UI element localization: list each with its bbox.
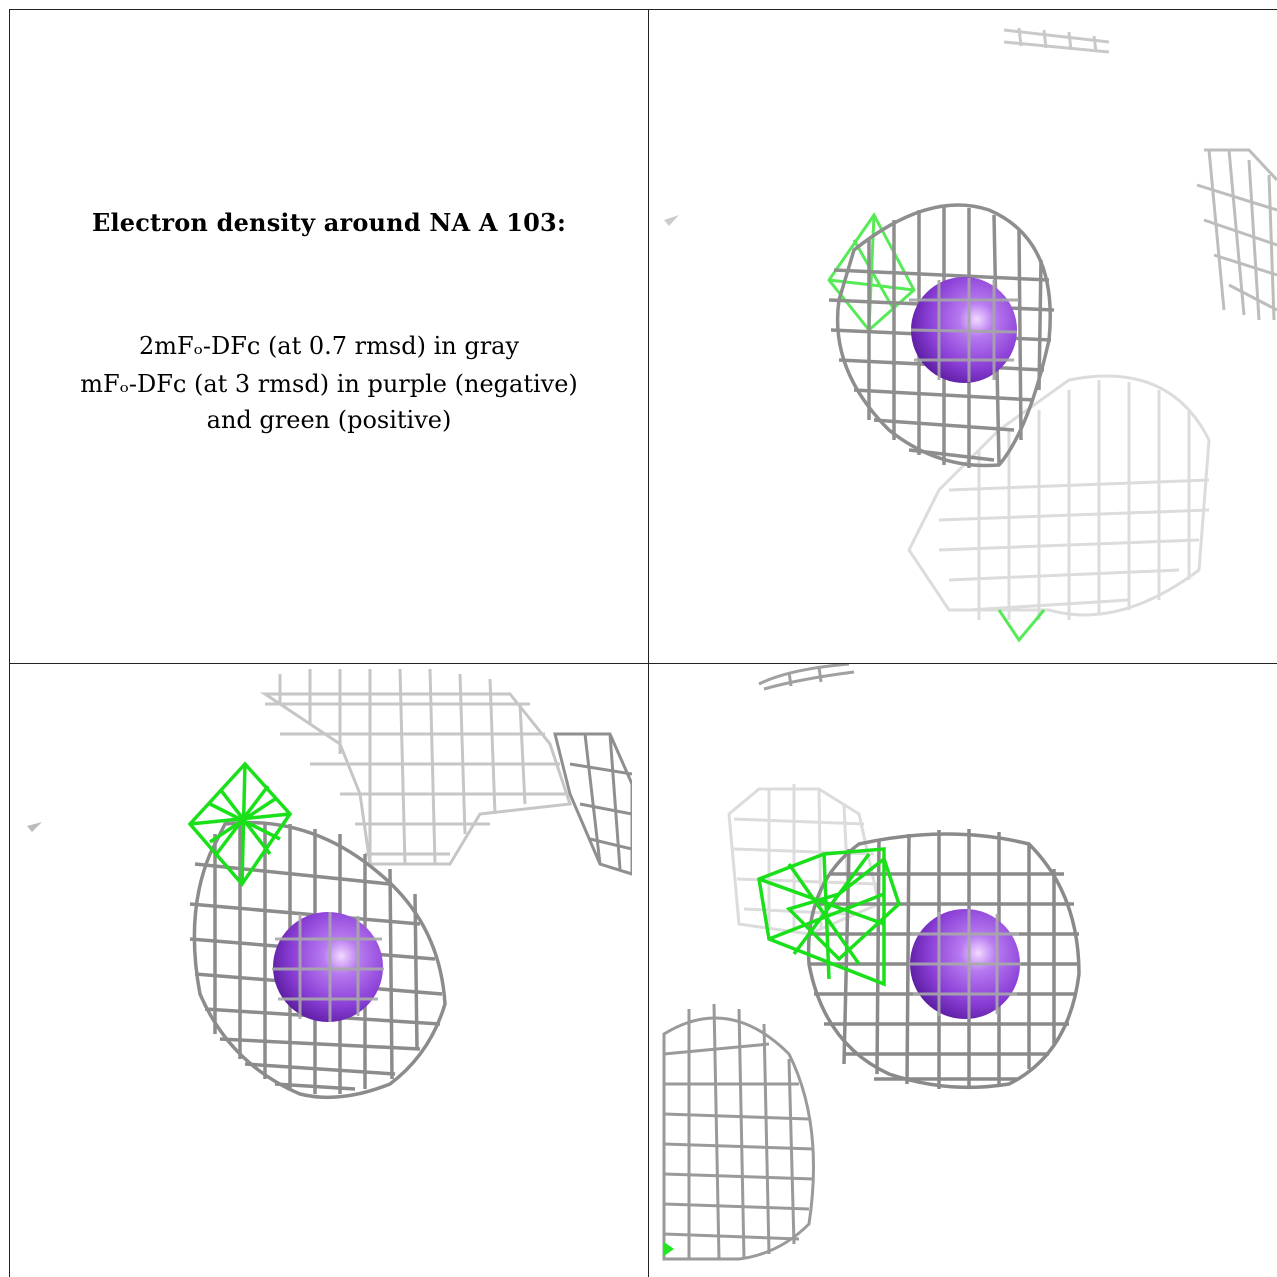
caption-title: Electron density around NA A 103:: [91, 208, 567, 237]
faint-mesh-lower-left: [662, 1003, 815, 1261]
outer-left-rule: [9, 9, 10, 1277]
positive-density-mesh: [187, 761, 293, 887]
faint-mesh-top: [758, 664, 855, 691]
faint-mesh-upper-left: [727, 784, 881, 936]
sodium-ion-sphere: [273, 912, 383, 1022]
caption-line-fofc: mFₒ-DFᴄ (at 3 rmsd) in purple (negative): [80, 370, 578, 398]
positive-density-mesh: [757, 847, 902, 987]
caption-line-2fofc: 2mFₒ-DFᴄ (at 0.7 rmsd) in gray: [138, 332, 520, 360]
clip-marker-icon: [664, 215, 679, 226]
clip-marker-icon: [664, 1242, 674, 1256]
center-horizontal-rule: [9, 663, 1277, 664]
center-vertical-rule: [648, 9, 649, 1277]
faint-mesh-right: [1196, 148, 1277, 321]
density-view-top-right: [649, 10, 1277, 663]
faint-mesh-top: [1003, 27, 1110, 54]
density-view-bottom-right: [649, 664, 1277, 1277]
faint-mesh-lower: [907, 374, 1211, 620]
faint-mesh-right-edge: [553, 732, 632, 876]
clip-marker-icon: [27, 822, 42, 832]
caption-line-colors: and green (positive): [206, 406, 452, 434]
gray-mesh-front: [909, 909, 1021, 1019]
gray-mesh-front: [909, 278, 1019, 382]
faint-mesh-upper: [260, 668, 573, 866]
gray-mesh-front: [272, 912, 384, 1022]
caption-panel: Electron density around NA A 103: 2mFₒ-D…: [10, 10, 648, 663]
density-view-bottom-left: [10, 664, 648, 1277]
outer-top-rule: [9, 9, 1277, 10]
